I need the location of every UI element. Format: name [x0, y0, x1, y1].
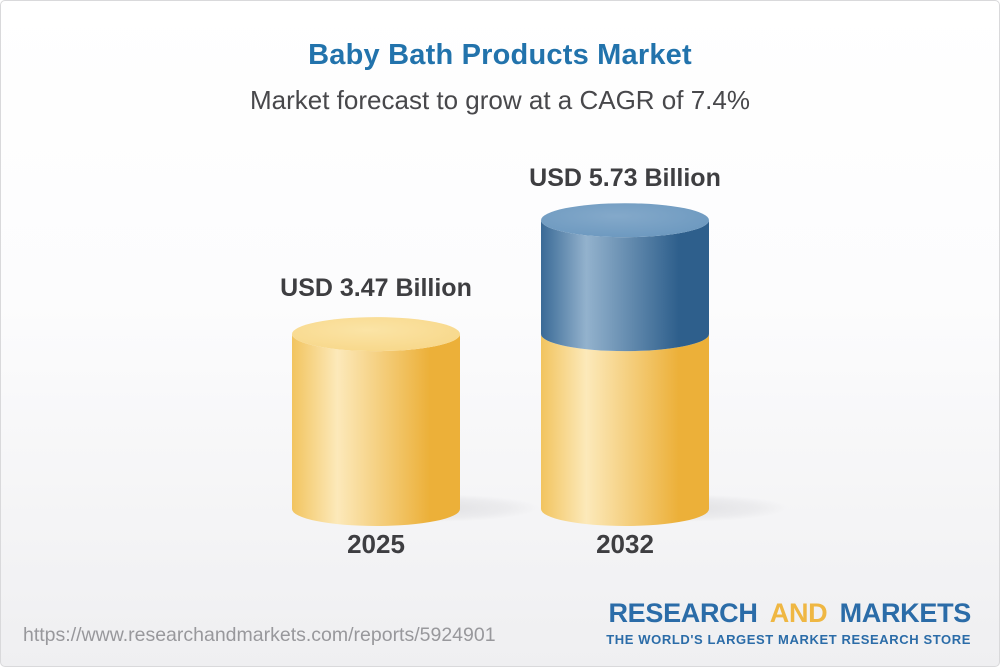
page-subtitle: Market forecast to grow at a CAGR of 7.4…: [250, 85, 750, 115]
cylinder-2032-top-face: [541, 203, 709, 238]
cylinder-2032-segment-1: [541, 220, 709, 352]
cylinder-2025-segment-0: [292, 334, 460, 526]
logo-word-markets: MARKETS: [839, 598, 972, 628]
logo-word-research: RESEARCH: [608, 598, 758, 628]
axis-label-2025: 2025: [347, 529, 405, 559]
logo-tagline: THE WORLD'S LARGEST MARKET RESEARCH STOR…: [606, 632, 971, 647]
logo-wordmark: RESEARCH AND MARKETS: [606, 598, 971, 629]
research-and-markets-logo: RESEARCH AND MARKETS THE WORLD'S LARGEST…: [606, 598, 971, 647]
axis-label-2032: 2032: [596, 529, 654, 559]
value-label-2025: USD 3.47 Billion: [280, 274, 472, 302]
cylinder-2032-segment-0: [541, 334, 709, 526]
cylinder-2025-top-face: [292, 317, 460, 352]
logo-word-and: AND: [769, 598, 828, 628]
report-url: https://www.researchandmarkets.com/repor…: [23, 624, 496, 646]
value-label-2032: USD 5.73 Billion: [529, 164, 721, 192]
page-title: Baby Bath Products Market: [308, 39, 692, 71]
